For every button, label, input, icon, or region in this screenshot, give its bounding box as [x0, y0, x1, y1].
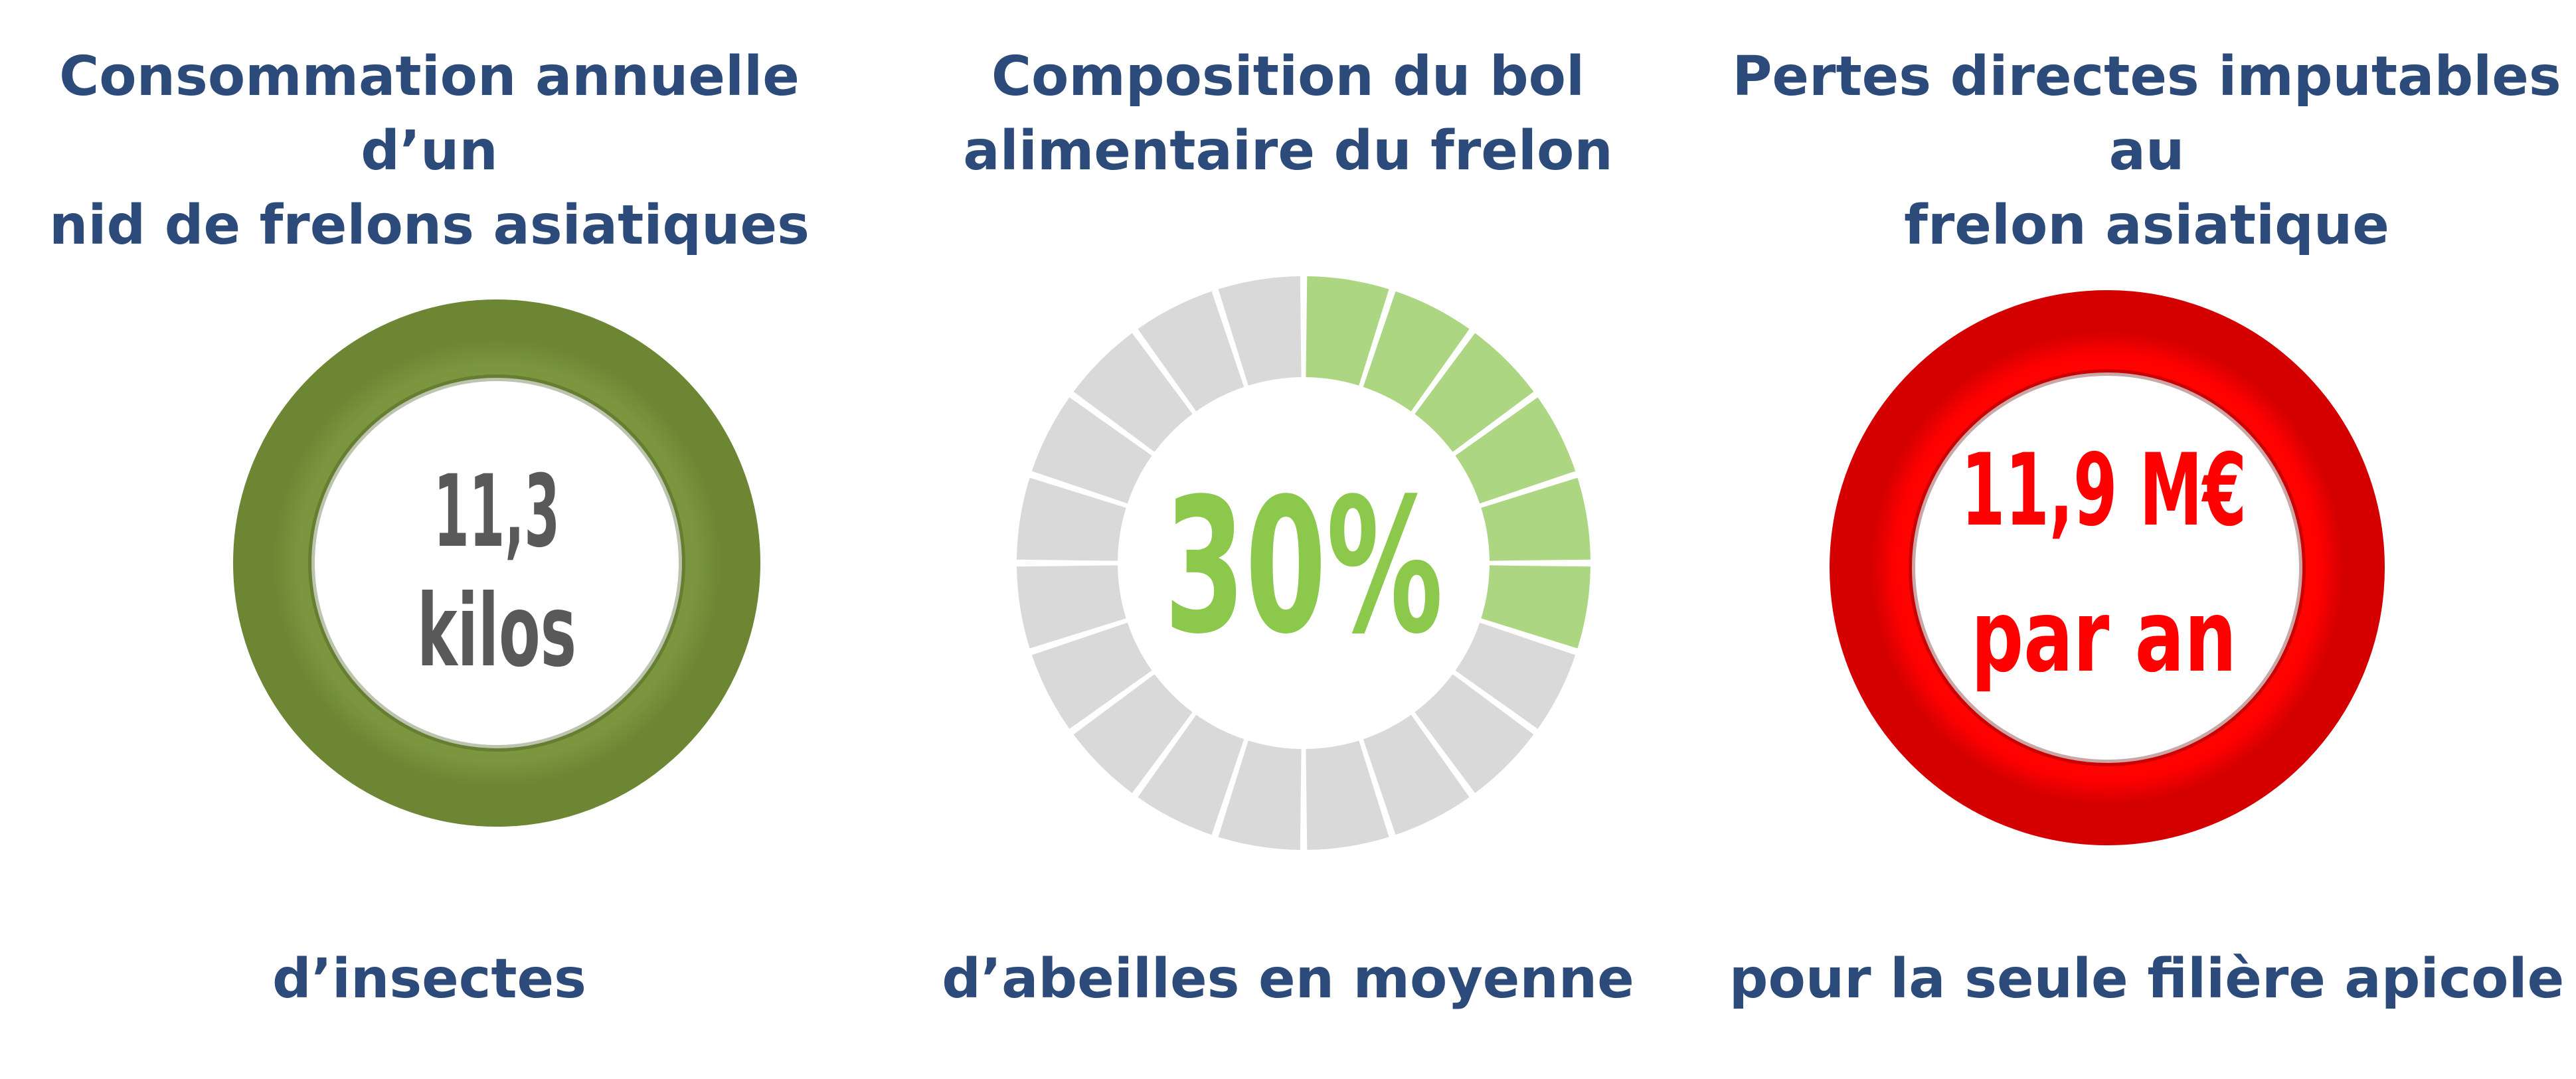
chart-2-segment-empty: [1031, 622, 1152, 729]
chart-3-title-line-2: frelon asiatique: [1904, 194, 2389, 257]
chart-3-caption: pour la seule filière apicole: [1729, 948, 2565, 1011]
chart-1-caption: d’insectes: [272, 948, 586, 1011]
chart-2-segment-filled: [1363, 291, 1470, 412]
chart-2-segment-empty: [1455, 622, 1576, 729]
chart-2-segment-empty: [1073, 333, 1193, 452]
chart-3-ring-band: [1830, 290, 2385, 845]
chart-1-ring: [233, 299, 760, 827]
chart-2-value-label: 30%: [1164, 459, 1443, 675]
chart-1-title-line-1: Consommation annuelle d’un: [59, 45, 800, 183]
chart-3-title-line-1: Pertes directes imputables au: [1732, 45, 2561, 183]
chart-2-segment-empty: [1306, 740, 1389, 850]
chart-3-title: Pertes directes imputables au frelon asi…: [1717, 40, 2576, 263]
chart-2-caption: d’abeilles en moyenne: [942, 948, 1634, 1011]
chart-3-ring-inner-shadow: [1909, 369, 2306, 766]
chart-1-ring-band: [233, 299, 760, 827]
chart-2-title: Composition du bol alimentaire du frelon: [859, 40, 1717, 189]
chart-2-segment-filled: [1455, 397, 1576, 504]
chart-2-segment-empty: [1017, 477, 1126, 561]
chart-2-title-line-1: Composition du bol: [991, 45, 1585, 108]
chart-2-segment-empty: [1363, 714, 1470, 835]
chart-1-value-line-1: 11,3: [434, 454, 560, 570]
chart-2-segment-filled: [1306, 276, 1389, 386]
chart-1-value-line-2: kilos: [417, 574, 576, 689]
chart-2-segment-empty: [1218, 740, 1302, 850]
chart-2-ring: [1017, 276, 1590, 850]
chart-2-segment-filled: [1481, 565, 1590, 649]
chart-2-segment-filled: [1481, 477, 1590, 561]
chart-1-title: Consommation annuelle d’un nid de frelon…: [0, 40, 859, 263]
chart-2-segment-empty: [1031, 397, 1152, 504]
chart-1-title-line-2: nid de frelons asiatiques: [49, 194, 810, 257]
chart-3-ring: [1830, 290, 2385, 845]
chart-2-segment-empty: [1218, 276, 1302, 386]
chart-2-segment-empty: [1138, 714, 1245, 835]
chart-2-segment-empty: [1415, 674, 1534, 793]
chart-3-value-line-1: 11,9 M€: [1961, 433, 2247, 548]
chart-2-segment-filled: [1415, 333, 1534, 452]
chart-3-value-line-2: par an: [1971, 579, 2237, 695]
chart-1-ring-inner-shadow: [308, 374, 685, 752]
chart-2-title-line-2: alimentaire du frelon: [963, 120, 1613, 183]
chart-2-segment-empty: [1138, 291, 1245, 412]
chart-2-segment-empty: [1017, 565, 1126, 649]
chart-2-segment-empty: [1073, 674, 1193, 793]
